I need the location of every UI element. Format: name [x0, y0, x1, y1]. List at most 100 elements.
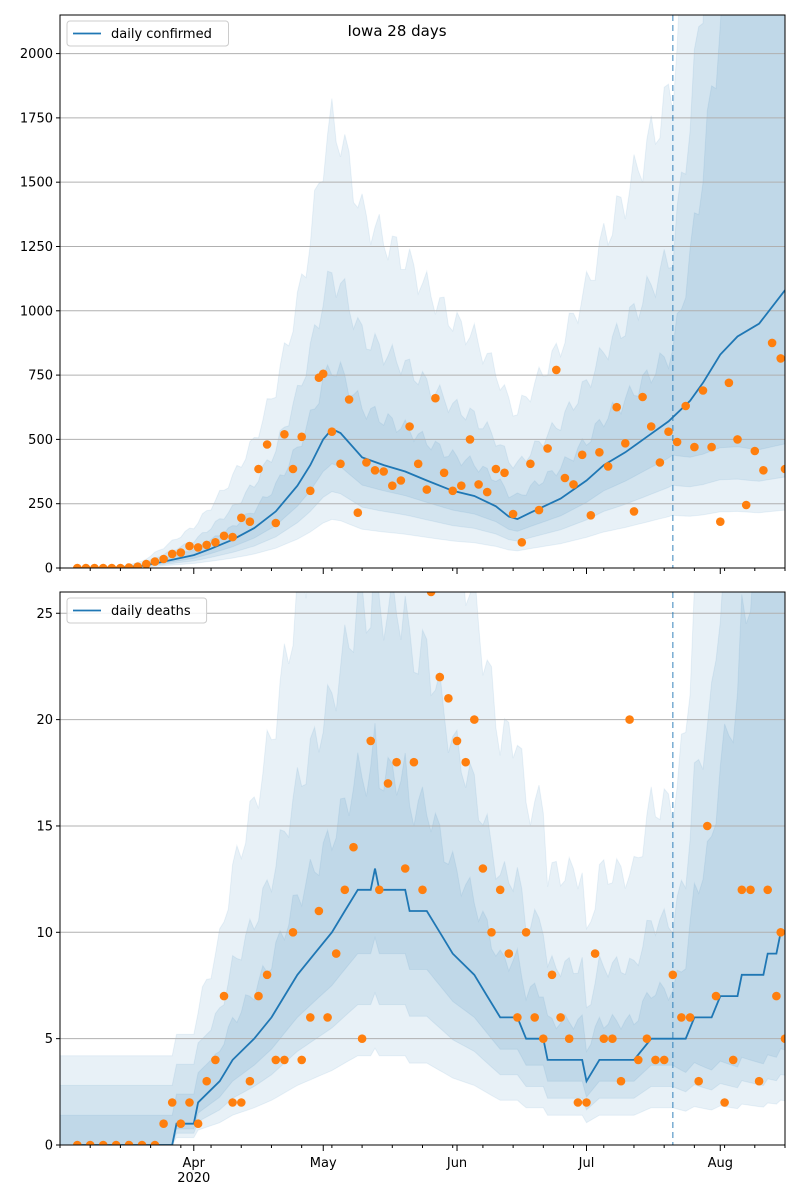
- data-point: [500, 468, 509, 478]
- data-point: [167, 549, 177, 559]
- data-point: [318, 369, 328, 379]
- data-point: [176, 548, 186, 557]
- y-axis: 0 250 500 750 1000 1250 1500 1750 2000: [20, 47, 60, 577]
- y-axis: 0 5 10 15 20 25: [36, 607, 60, 1154]
- data-point: [211, 538, 220, 547]
- data-point: [552, 365, 561, 375]
- data-point: [703, 821, 712, 831]
- data-point: [211, 1055, 220, 1065]
- chart-title: Iowa 28 days: [347, 22, 446, 40]
- data-point: [314, 906, 324, 916]
- data-point: [193, 543, 203, 552]
- data-point: [543, 444, 552, 453]
- data-point: [280, 430, 289, 439]
- data-point: [426, 592, 436, 597]
- data-point: [444, 694, 453, 703]
- data-point: [400, 864, 410, 873]
- data-point: [517, 538, 527, 547]
- data-point: [392, 757, 401, 767]
- observed-points: [73, 592, 785, 1145]
- data-point: [625, 715, 634, 724]
- y-tick-label: 10: [36, 926, 53, 941]
- observed-points: [73, 338, 785, 568]
- x-tick-label: Apr: [183, 1156, 206, 1171]
- legend-label: daily confirmed: [111, 27, 212, 42]
- data-point: [642, 1034, 652, 1043]
- band-outer: [60, 15, 785, 568]
- data-point: [655, 458, 665, 467]
- y-tick-label: 20: [36, 713, 53, 728]
- data-point: [409, 757, 419, 767]
- data-point: [508, 509, 518, 519]
- data-point: [521, 928, 531, 937]
- data-point: [694, 1076, 703, 1086]
- data-point: [202, 540, 211, 550]
- data-point: [504, 949, 514, 958]
- data-point: [638, 392, 647, 402]
- data-point: [73, 563, 82, 568]
- data-point: [759, 466, 768, 475]
- data-point: [150, 1140, 160, 1145]
- data-point: [388, 481, 397, 491]
- data-point: [629, 507, 639, 516]
- data-point: [448, 486, 458, 496]
- band-inner: [60, 15, 785, 568]
- data-point: [478, 864, 488, 873]
- data-point: [457, 481, 466, 491]
- y-tick-label: 1000: [20, 304, 53, 319]
- y-tick-label: 250: [28, 497, 53, 512]
- data-point: [327, 427, 337, 437]
- data-point: [288, 928, 298, 937]
- data-point: [271, 1055, 281, 1065]
- y-tick-label: 1500: [20, 176, 53, 191]
- data-point: [262, 970, 272, 980]
- data-point: [271, 518, 281, 528]
- data-point: [418, 885, 427, 895]
- data-point: [254, 991, 263, 1001]
- data-point: [672, 437, 682, 447]
- data-point: [487, 928, 496, 937]
- data-point: [577, 450, 587, 460]
- data-point: [150, 557, 160, 566]
- data-point: [245, 517, 255, 526]
- data-point: [439, 468, 449, 478]
- data-point: [582, 1098, 591, 1107]
- data-point: [560, 473, 570, 483]
- data-point: [569, 480, 578, 489]
- data-point: [776, 928, 785, 937]
- trend-line: [77, 289, 785, 568]
- data-point: [668, 970, 678, 980]
- data-point: [362, 458, 371, 467]
- data-point: [323, 1013, 332, 1022]
- data-point: [750, 446, 760, 456]
- x-axis: [59, 568, 786, 574]
- data-point: [280, 1055, 289, 1065]
- x-tick-label: May: [310, 1156, 337, 1171]
- data-point: [461, 757, 471, 767]
- data-point: [595, 448, 604, 457]
- data-point: [124, 563, 134, 568]
- data-point: [763, 885, 772, 895]
- x-tick-label: Jun: [446, 1156, 467, 1171]
- data-point: [254, 464, 263, 474]
- data-point: [634, 1055, 643, 1065]
- confirmed-panel: 0 250 500 750 1000 1250 1500 1750 2000 Iowa 28 da…: [20, 14, 786, 577]
- data-point: [539, 1034, 548, 1043]
- band-middle: [60, 15, 785, 568]
- data-point: [245, 1076, 255, 1086]
- data-point: [116, 563, 125, 568]
- data-point: [465, 435, 475, 444]
- x-tick-label: Aug: [708, 1156, 733, 1171]
- data-point: [306, 1013, 315, 1022]
- data-point: [534, 505, 544, 515]
- data-point: [590, 949, 600, 958]
- data-point: [98, 1140, 108, 1145]
- y-tick-label: 0: [45, 562, 53, 577]
- data-point: [776, 354, 785, 363]
- data-point: [85, 1140, 95, 1145]
- data-point: [746, 885, 755, 895]
- data-point: [491, 464, 501, 474]
- data-point: [344, 395, 354, 404]
